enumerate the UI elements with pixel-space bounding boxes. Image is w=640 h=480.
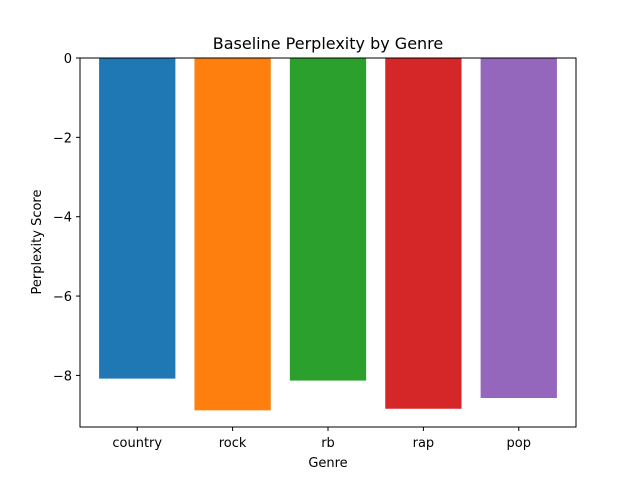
bar-rb — [289, 58, 367, 381]
x-tick-label-pop: pop — [507, 436, 531, 451]
y-tick-label-3: −6 — [53, 290, 72, 305]
bar-rock — [194, 58, 271, 411]
plot-frame — [79, 57, 577, 428]
x-tick-label-rap: rap — [413, 436, 435, 451]
bar-country — [99, 58, 176, 379]
bars-group — [99, 58, 557, 411]
x-tick-label-rb: rb — [321, 436, 335, 451]
y-axis-ticks: 0 −2 −4 −6 −8 — [53, 52, 80, 384]
y-tick-label-0: 0 — [64, 52, 72, 67]
y-axis-label: Perplexity Score — [30, 190, 45, 295]
x-tick-label-country: country — [112, 436, 162, 451]
y-tick-label-4: −8 — [53, 369, 72, 384]
y-tick-label-1: −2 — [53, 131, 72, 146]
y-tick-label-2: −4 — [53, 211, 72, 226]
bar-rap — [385, 58, 462, 409]
x-tick-label-rock: rock — [219, 436, 247, 451]
bar-pop — [480, 58, 557, 399]
chart-title: Baseline Perplexity by Genre — [213, 34, 444, 53]
x-axis-label: Genre — [308, 456, 347, 471]
x-axis-ticks: country rock rb rap pop — [112, 427, 531, 451]
